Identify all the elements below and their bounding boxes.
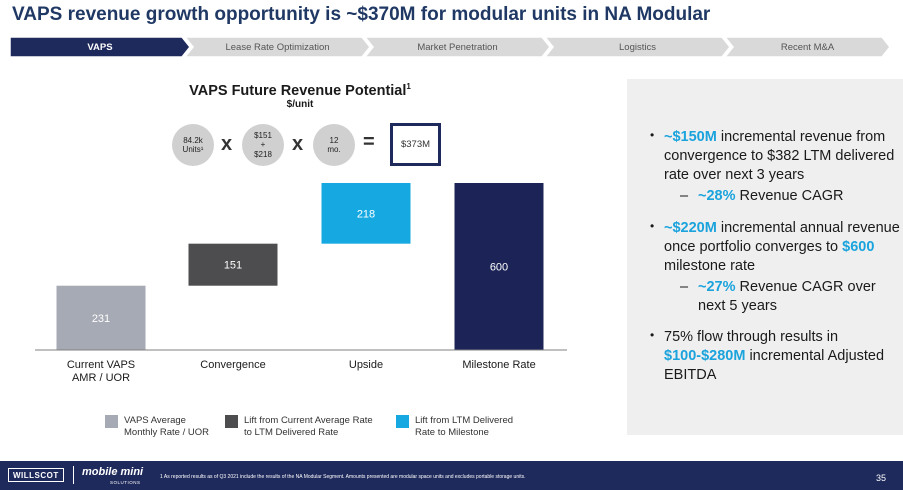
bullet-list: ~$150M incremental revenue from converge…: [650, 128, 903, 398]
bullet-item: ~$220M incremental annual revenue once p…: [650, 219, 903, 317]
legend-item: VAPS Average Monthly Rate / UOR: [105, 415, 209, 440]
months-value: 12: [329, 135, 339, 145]
nav-tab-recent-m-a[interactable]: Recent M&A: [780, 41, 835, 53]
legend-label: Lift from LTM Delivered Rate to Milestone: [415, 415, 514, 439]
category-label: Upside: [349, 359, 383, 371]
months-label: mo.: [327, 145, 341, 154]
units-value: 84.2k: [183, 135, 203, 145]
nav-chevron[interactable]: [724, 37, 890, 57]
nav-tab-vaps[interactable]: VAPS: [87, 41, 113, 53]
legend-label: Lift from Current Average Rate to LTM Del…: [244, 415, 373, 439]
rate-circle: $151 + $218: [242, 124, 284, 166]
nav-chevron[interactable]: [544, 37, 731, 57]
rate-plus: +: [260, 140, 266, 150]
bullet-item: ~$150M incremental revenue from converge…: [650, 128, 903, 207]
equals-sign: =: [363, 131, 375, 153]
legend-label: VAPS Average Monthly Rate / UOR: [124, 415, 209, 439]
multiply-sign: x: [292, 133, 304, 155]
category-label: Current VAPS: [67, 359, 135, 371]
months-circle: 12 mo.: [313, 124, 355, 166]
sub-bullet-item: ~28% Revenue CAGR: [664, 187, 903, 206]
legend-item: Lift from LTM Delivered Rate to Milestone: [396, 415, 513, 440]
bar-convergence: [188, 243, 278, 286]
slide-title: VAPS revenue growth opportunity is ~$370…: [12, 4, 711, 25]
category-label: AMR / UOR: [72, 372, 130, 384]
result-box: $373M: [390, 123, 441, 166]
logo-divider: [73, 466, 74, 484]
nav-chevrons: [10, 37, 890, 57]
bar-value-label: 231: [92, 313, 110, 325]
nav-chevron[interactable]: [184, 37, 371, 57]
rate-lift: $218: [254, 149, 272, 159]
legend-swatch: [105, 415, 118, 428]
footnote: 1 As reported results as of Q3 2021 incl…: [160, 474, 526, 480]
bullet-item: 75% flow through results in $100-$280M i…: [650, 328, 903, 385]
page-number: 35: [876, 473, 887, 483]
nav-tab-market-penetration[interactable]: Market Penetration: [417, 41, 498, 53]
nav-tab-lease-rate-optimization[interactable]: Lease Rate Optimization: [225, 41, 330, 53]
rate-current: $151: [254, 131, 272, 141]
bar-value-label: 600: [490, 262, 508, 274]
sub-bullet-item: ~27% Revenue CAGR over next 5 years: [664, 278, 903, 316]
nav-chevron[interactable]: [10, 37, 191, 57]
nav-chevron[interactable]: [364, 37, 551, 57]
footer-bar: [0, 461, 903, 490]
bar-upside: [321, 183, 411, 244]
units-circle: 84.2k Units¹: [172, 124, 214, 166]
bar-milestone-rate: [454, 183, 544, 350]
bar-value-label: 151: [224, 260, 242, 272]
category-label: Convergence: [200, 359, 265, 371]
mobile-mini-logo-sub: SOLUTIONS: [110, 480, 141, 485]
nav-tab-logistics[interactable]: Logistics: [619, 41, 656, 53]
mobile-mini-logo: mobile mini: [82, 466, 144, 478]
bar-current-vaps-amr-uor: [56, 285, 146, 350]
willscot-logo: WILLSCOT: [8, 468, 64, 482]
chart-subtitle: $/unit: [286, 99, 314, 110]
legend-swatch: [396, 415, 409, 428]
category-label: Milestone Rate: [462, 359, 535, 371]
chart-title: VAPS Future Revenue Potential1: [189, 82, 411, 99]
bar-value-label: 218: [357, 208, 375, 220]
multiply-sign: x: [221, 133, 233, 155]
legend-item: Lift from Current Average Rate to LTM Del…: [225, 415, 373, 440]
section-nav: VAPS Lease Rate Optimization Market Penetr…: [10, 37, 890, 57]
units-label: Units¹: [182, 145, 204, 154]
legend-swatch: [225, 415, 238, 428]
